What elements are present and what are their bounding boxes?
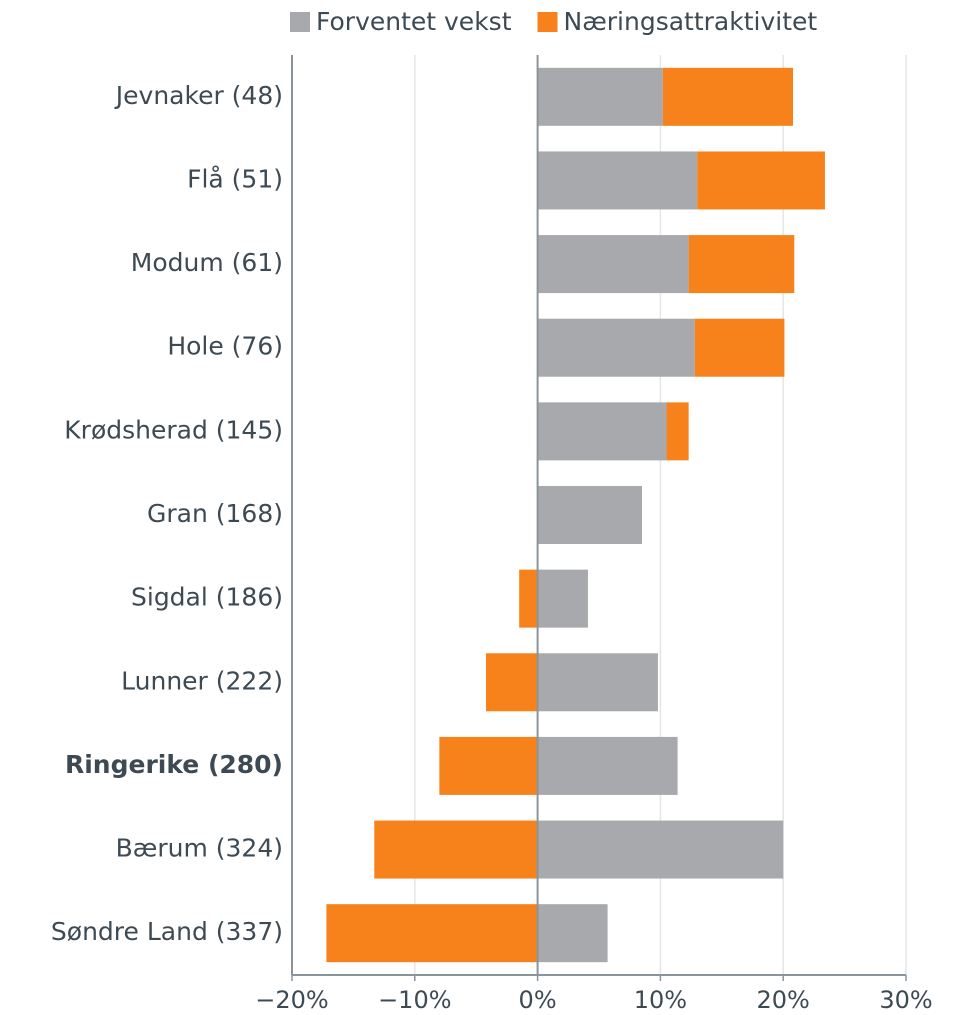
bar [519, 569, 538, 628]
bar [537, 653, 658, 712]
bar [662, 67, 794, 126]
x-tick-label: 0% [519, 986, 557, 1014]
bar [537, 151, 698, 210]
category-label: Hole (76) [167, 332, 283, 361]
bar [537, 569, 588, 628]
x-tick-label: 30% [879, 986, 932, 1014]
bar [537, 318, 695, 377]
legend-label: Forventet vekst [316, 7, 512, 36]
category-label: Sigdal (186) [131, 583, 283, 612]
bar [697, 151, 825, 210]
category-label: Modum (61) [131, 248, 283, 277]
category-label: Lunner (222) [121, 666, 283, 695]
category-label: Flå (51) [187, 164, 283, 193]
bar [326, 904, 538, 963]
bar [537, 904, 608, 963]
category-label: Ringerike (280) [65, 750, 283, 779]
legend-label: Næringsattraktivitet [564, 7, 818, 36]
category-label: Bærum (324) [116, 834, 283, 863]
bar [688, 235, 795, 294]
x-tick-label: −10% [378, 986, 451, 1014]
category-label: Krødsherad (145) [64, 415, 283, 444]
legend-swatch [290, 12, 310, 32]
bar [537, 820, 784, 879]
x-tick-label: 10% [634, 986, 687, 1014]
bar [694, 318, 785, 377]
bar [537, 235, 689, 294]
category-label: Søndre Land (337) [51, 917, 283, 946]
bar [374, 820, 538, 879]
category-label: Gran (168) [147, 499, 283, 528]
bar [537, 736, 678, 795]
category-label: Jevnaker (48) [114, 81, 283, 110]
bar [439, 736, 538, 795]
x-tick-label: 20% [757, 986, 810, 1014]
bar [537, 67, 663, 126]
x-tick-label: −20% [255, 986, 328, 1014]
bar [666, 402, 689, 461]
bar [537, 486, 642, 544]
bar [537, 402, 667, 461]
bar [486, 653, 538, 712]
legend-swatch [537, 12, 558, 32]
